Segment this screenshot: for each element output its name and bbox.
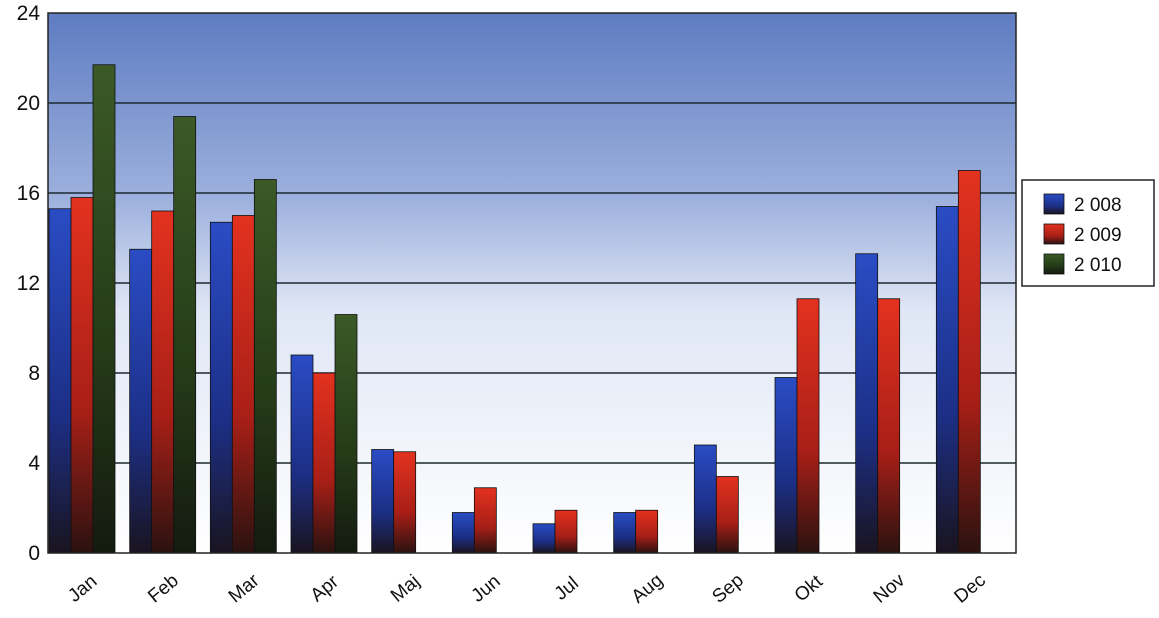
bar-okt-series-1 <box>796 298 820 554</box>
bar-apr-series-0 <box>290 354 314 554</box>
x-tick-label: Jun <box>468 571 505 607</box>
bar-aug-series-0 <box>613 512 637 554</box>
x-tick-label: Sep <box>708 570 747 608</box>
gridlines <box>48 102 1016 464</box>
x-tick-label: Okt <box>791 571 828 607</box>
bar-maj-series-0 <box>371 449 395 554</box>
bar-dec-series-1 <box>957 170 981 554</box>
legend-label: 2 010 <box>1074 255 1122 276</box>
x-tick-label: Apr <box>307 571 344 607</box>
bar-feb-series-2 <box>173 116 197 554</box>
bar-mar-series-2 <box>253 179 277 554</box>
x-tick-label: Mar <box>225 570 264 608</box>
plot-border <box>47 12 1017 554</box>
y-axis-ticks: 0 4 8 12 16 20 24 <box>17 2 41 565</box>
bar-nov-series-1 <box>877 298 901 554</box>
y-tick-label: 24 <box>17 2 41 25</box>
legend-label: 2 008 <box>1074 195 1122 216</box>
bar-apr-series-2 <box>334 314 358 554</box>
x-tick-label: Aug <box>628 570 667 608</box>
bar-maj-series-1 <box>393 451 417 554</box>
bar-mar-series-1 <box>231 215 255 554</box>
bar-aug-series-1 <box>635 509 659 554</box>
bar-jun-series-1 <box>473 487 497 554</box>
bar-sep-series-1 <box>715 476 739 554</box>
x-axis-ticks: Jan Feb Mar Apr Maj Jun Jul Aug Sep Okt Nov Dec <box>64 570 990 608</box>
legend-label: 2 009 <box>1074 225 1122 246</box>
x-tick-label: Jul <box>551 573 583 605</box>
legend-swatch <box>1043 253 1065 275</box>
y-tick-label: 8 <box>28 362 40 385</box>
legend-swatch <box>1043 223 1065 245</box>
bar-jan-series-0 <box>48 208 72 554</box>
y-tick-label: 20 <box>17 92 40 115</box>
y-tick-label: 16 <box>17 182 40 205</box>
bar-jan-series-1 <box>70 197 94 554</box>
bar-mar-series-0 <box>209 221 233 554</box>
y-tick-label: 0 <box>28 542 40 565</box>
bar-jan-series-2 <box>92 64 116 554</box>
bar-jul-series-0 <box>532 523 556 554</box>
x-tick-label: Dec <box>950 570 989 608</box>
bar-jun-series-0 <box>451 512 475 554</box>
bar-feb-series-1 <box>151 210 175 554</box>
bar-okt-series-0 <box>774 377 798 554</box>
x-tick-label: Feb <box>144 570 183 607</box>
legend: 2 008 2 009 2 010 <box>1021 179 1155 287</box>
y-tick-label: 4 <box>28 452 40 475</box>
bar-sep-series-0 <box>693 444 717 554</box>
legend-swatch <box>1043 193 1065 215</box>
bar-dec-series-0 <box>935 206 959 554</box>
bar-feb-series-0 <box>129 248 153 554</box>
x-tick-label: Nov <box>870 570 910 608</box>
x-tick-label: Maj <box>387 571 424 607</box>
bar-nov-series-0 <box>855 253 879 554</box>
y-tick-label: 12 <box>17 272 40 295</box>
bar-jul-series-1 <box>554 509 578 554</box>
x-tick-label: Jan <box>64 571 101 607</box>
bar-apr-series-1 <box>312 372 336 554</box>
